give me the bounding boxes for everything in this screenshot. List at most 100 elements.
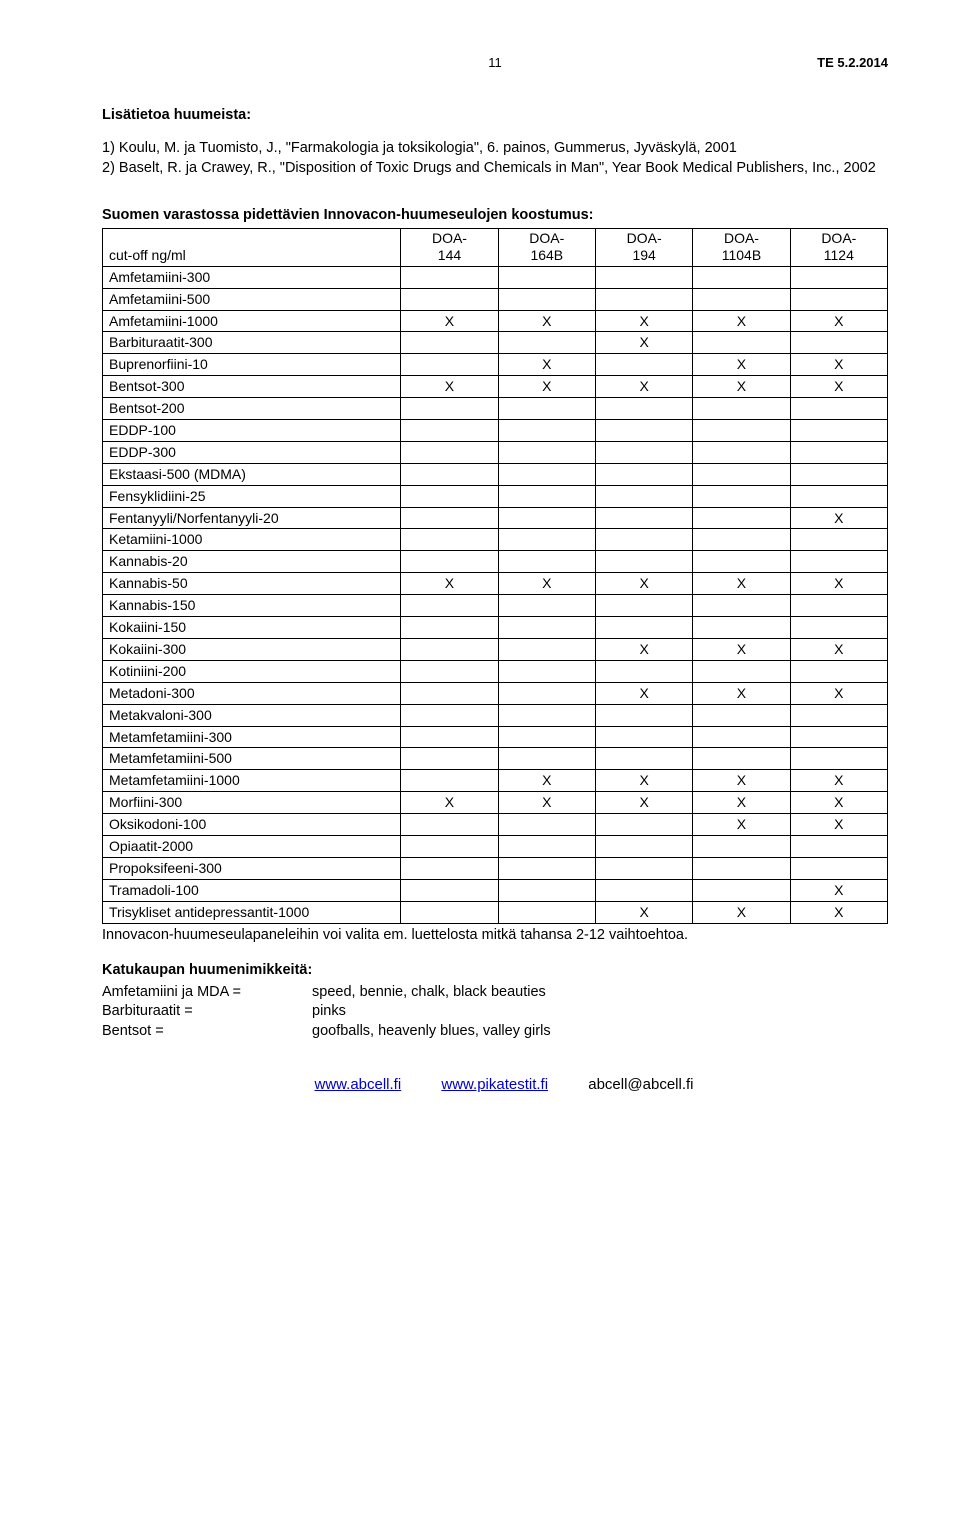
row-mark	[693, 420, 790, 442]
row-label: Metadoni-300	[103, 682, 401, 704]
row-mark: X	[498, 573, 595, 595]
row-mark	[790, 420, 887, 442]
col-header: DOA-194	[595, 228, 692, 266]
bibliography: 1) Koulu, M. ja Tuomisto, J., "Farmakolo…	[102, 139, 888, 178]
row-mark: X	[790, 879, 887, 901]
row-mark	[595, 398, 692, 420]
row-mark	[498, 638, 595, 660]
row-label: Fensyklidiini-25	[103, 485, 401, 507]
row-mark	[401, 463, 498, 485]
row-mark	[498, 441, 595, 463]
row-mark: X	[498, 376, 595, 398]
row-label: Opiaatit-2000	[103, 835, 401, 857]
row-mark	[595, 879, 692, 901]
col-header: DOA-1104B	[693, 228, 790, 266]
row-mark: X	[498, 354, 595, 376]
row-label: Oksikodoni-100	[103, 814, 401, 836]
row-mark	[790, 332, 887, 354]
row-mark	[498, 901, 595, 923]
nickname-key: Barbituraatit =	[102, 1002, 312, 1022]
row-mark: X	[595, 332, 692, 354]
table-row: Kokaiini-150	[103, 617, 888, 639]
row-mark	[401, 529, 498, 551]
row-label: EDDP-100	[103, 420, 401, 442]
row-label: Morfiini-300	[103, 792, 401, 814]
row-mark	[401, 441, 498, 463]
row-mark	[498, 726, 595, 748]
row-mark	[401, 835, 498, 857]
row-mark: X	[595, 310, 692, 332]
row-mark	[790, 529, 887, 551]
row-mark	[401, 682, 498, 704]
row-mark	[401, 266, 498, 288]
row-mark	[595, 835, 692, 857]
biblio-item: 1) Koulu, M. ja Tuomisto, J., "Farmakolo…	[102, 139, 888, 159]
page-number: 11	[488, 54, 502, 72]
row-mark	[693, 507, 790, 529]
nickname-row: Bentsot = goofballs, heavenly blues, val…	[102, 1022, 888, 1042]
row-mark	[498, 266, 595, 288]
row-mark	[401, 485, 498, 507]
footer-link[interactable]: www.abcell.fi	[314, 1076, 401, 1093]
row-mark	[693, 879, 790, 901]
col-header: DOA-1124	[790, 228, 887, 266]
row-mark	[790, 835, 887, 857]
row-mark	[401, 901, 498, 923]
row-mark: X	[693, 682, 790, 704]
row-mark: X	[790, 354, 887, 376]
table-row: Amfetamiini-1000XXXXX	[103, 310, 888, 332]
row-label: Amfetamiini-1000	[103, 310, 401, 332]
row-mark	[401, 770, 498, 792]
row-label: Fentanyyli/Norfentanyyli-20	[103, 507, 401, 529]
row-mark	[595, 529, 692, 551]
table-row: Ketamiini-1000	[103, 529, 888, 551]
row-mark	[790, 595, 887, 617]
row-mark: X	[401, 573, 498, 595]
row-label: Kokaiini-150	[103, 617, 401, 639]
row-label: Amfetamiini-500	[103, 288, 401, 310]
row-mark	[401, 879, 498, 901]
nicknames-list: Amfetamiini ja MDA = speed, bennie, chal…	[102, 983, 888, 1042]
row-mark	[790, 660, 887, 682]
row-mark	[693, 660, 790, 682]
row-mark	[693, 332, 790, 354]
row-mark: X	[595, 682, 692, 704]
row-label: Trisykliset antidepressantit-1000	[103, 901, 401, 923]
table-row: EDDP-300	[103, 441, 888, 463]
nickname-key: Amfetamiini ja MDA =	[102, 983, 312, 1003]
row-mark	[693, 551, 790, 573]
row-mark: X	[693, 376, 790, 398]
row-mark	[790, 288, 887, 310]
table-row: Metadoni-300XXX	[103, 682, 888, 704]
row-mark: X	[790, 573, 887, 595]
row-mark: X	[790, 792, 887, 814]
row-mark	[401, 595, 498, 617]
col-header: DOA-164B	[498, 228, 595, 266]
row-label: Buprenorfiini-10	[103, 354, 401, 376]
row-mark	[401, 638, 498, 660]
table-row: Kannabis-20	[103, 551, 888, 573]
footer-email: abcell@abcell.fi	[588, 1076, 693, 1093]
row-label: Metamfetamiini-500	[103, 748, 401, 770]
table-footnote: Innovacon-huumeseulapaneleihin voi valit…	[102, 926, 888, 946]
row-mark	[498, 288, 595, 310]
table-row: Metakvaloni-300	[103, 704, 888, 726]
row-mark: X	[498, 792, 595, 814]
row-mark	[595, 704, 692, 726]
row-mark: X	[595, 376, 692, 398]
table-row: Bentsot-200	[103, 398, 888, 420]
table-row: Fensyklidiini-25	[103, 485, 888, 507]
table-header-row: cut-off ng/ml DOA-144 DOA-164B DOA-194 D…	[103, 228, 888, 266]
row-mark	[498, 835, 595, 857]
footer-link[interactable]: www.pikatestit.fi	[441, 1076, 548, 1093]
table-row: Barbituraatit-300X	[103, 332, 888, 354]
nickname-key: Bentsot =	[102, 1022, 312, 1042]
row-mark	[401, 420, 498, 442]
row-mark	[790, 551, 887, 573]
row-mark	[498, 398, 595, 420]
row-mark: X	[693, 814, 790, 836]
row-mark	[693, 857, 790, 879]
row-mark: X	[595, 792, 692, 814]
row-mark	[693, 288, 790, 310]
row-mark: X	[693, 354, 790, 376]
